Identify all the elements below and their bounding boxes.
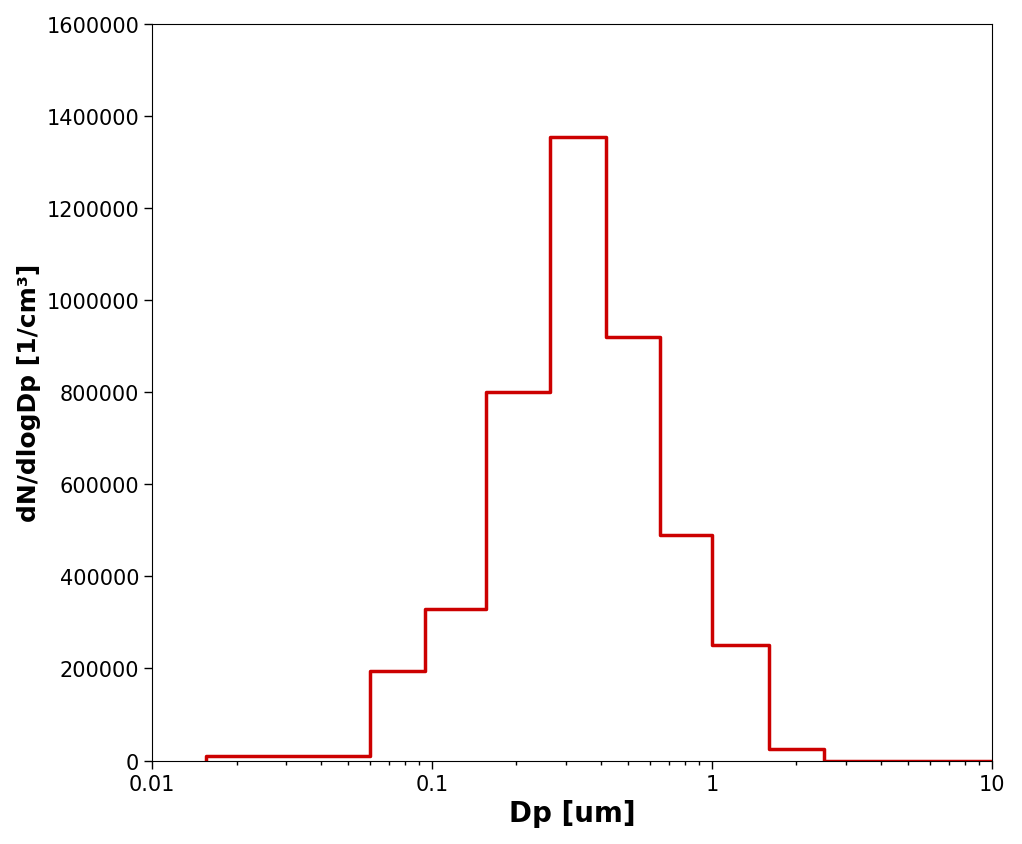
Y-axis label: dN/dlogDp [1/cm³]: dN/dlogDp [1/cm³] (16, 263, 41, 522)
X-axis label: Dp [um]: Dp [um] (509, 799, 636, 827)
